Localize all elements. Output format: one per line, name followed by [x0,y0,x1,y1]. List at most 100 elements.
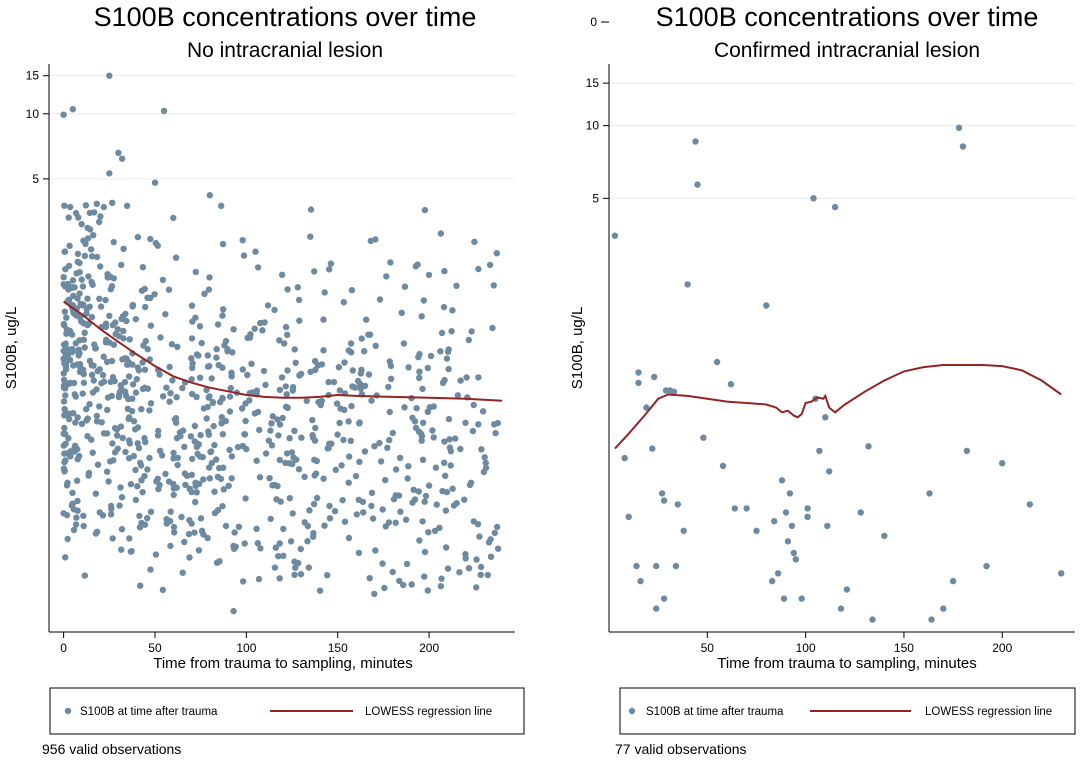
data-point [389,568,396,576]
data-point [69,106,77,113]
data-point [156,447,164,454]
data-point [403,560,411,568]
data-point [790,549,797,557]
data-point [295,559,302,567]
data-point [244,371,251,379]
right-subtitle: Confirmed intracranial lesion [714,39,980,62]
data-point [197,515,205,522]
data-point [64,351,72,358]
data-point [157,334,164,341]
data-point [348,287,356,294]
data-point [437,348,444,355]
data-point [268,442,276,449]
data-point [824,522,831,530]
data-point [220,464,227,471]
data-point [457,377,464,384]
data-point [71,442,79,449]
data-point [74,414,81,421]
data-point [261,319,268,326]
data-point [159,393,167,400]
x-tick-label: 150 [894,641,914,655]
data-point [449,307,456,314]
left-legend-points-label: S100B at time after trauma [80,706,218,718]
data-point [88,362,96,369]
data-point [138,406,145,413]
data-point [389,429,396,437]
data-point [61,554,69,561]
data-point [282,323,290,331]
data-point [61,202,68,209]
data-point [358,335,365,342]
data-point [479,408,487,415]
data-point [651,373,658,381]
data-point [185,530,193,538]
data-point [254,264,262,271]
data-point [60,341,68,348]
data-point [64,535,71,543]
data-point [494,419,501,427]
data-point [205,286,213,293]
data-point [341,518,349,525]
data-point [61,424,68,432]
data-point [365,371,373,378]
data-point [822,414,829,421]
data-point [490,282,497,289]
data-point [63,482,71,489]
data-point [230,542,237,550]
x-tick-label: 100 [236,641,256,655]
data-point [387,375,395,382]
data-point [238,405,246,412]
data-point [106,72,113,79]
data-point [335,364,343,371]
data-point [115,393,123,401]
data-point [471,238,478,245]
data-point [214,321,222,328]
data-point [256,426,263,434]
data-point [432,464,440,471]
data-point [360,509,367,516]
data-point [410,486,417,493]
data-point [346,453,353,460]
data-point [385,383,392,391]
y-tick-label: 10 [26,107,40,121]
data-point [99,371,107,379]
data-point [1026,501,1034,508]
data-point [147,508,155,515]
data-point [254,540,261,547]
data-point [444,565,452,572]
data-point [330,378,338,386]
data-point [347,437,354,444]
data-point [61,248,69,255]
data-point [179,384,186,392]
data-point [73,312,80,319]
data-point [307,233,314,240]
data-point [276,337,283,344]
data-point [386,436,393,444]
data-point [470,401,477,409]
data-point [62,457,69,464]
data-point [193,443,201,451]
left-panel: S100B concentrations over time No intrac… [3,2,525,757]
data-point [295,296,303,304]
data-point [251,325,258,332]
data-point [123,202,131,209]
data-point [425,529,432,536]
data-point [743,505,750,512]
data-point [361,448,369,455]
data-point [831,203,839,211]
data-point [291,346,298,353]
data-point [125,395,132,403]
data-point [719,462,727,470]
data-point [349,367,356,374]
data-point [84,433,91,440]
data-point [446,444,454,451]
data-point [649,445,656,452]
data-point [89,389,97,396]
data-point [447,462,454,469]
data-point [359,498,367,506]
data-point [219,364,226,371]
data-point [241,431,248,438]
data-point [276,540,283,547]
data-point [421,498,428,505]
data-point [76,361,84,368]
